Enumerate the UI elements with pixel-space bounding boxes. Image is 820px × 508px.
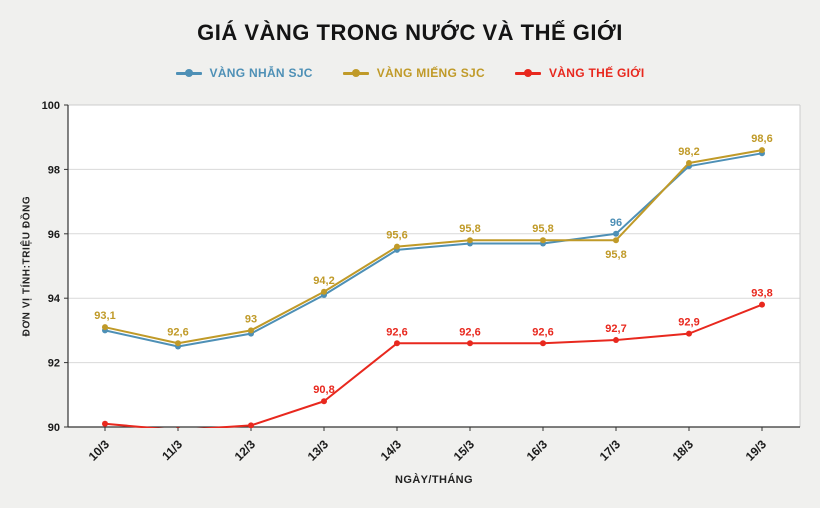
x-tick-label: 17/3 (597, 437, 624, 464)
x-tick-label: 16/3 (524, 437, 551, 464)
dot-marker-icon (351, 69, 360, 77)
point-vang-the-gioi (613, 337, 619, 344)
dot-marker-icon (523, 69, 532, 77)
point-vang-mieng-sjc (540, 237, 546, 244)
point-vang-the-gioi (248, 422, 254, 428)
point-vang-mieng-sjc (248, 327, 254, 334)
y-axis-label: ĐƠN VỊ TÍNH:TRIỆU ĐỒNG (21, 195, 33, 337)
point-vang-mieng-sjc (759, 147, 765, 154)
point-vang-the-gioi (759, 301, 765, 308)
series-line-vang-the-gioi (104, 303, 763, 428)
x-tick-label: 14/3 (378, 437, 405, 464)
data-label-vang-mieng-sjc: 98,2 (678, 146, 699, 158)
point-vang-the-gioi (467, 340, 473, 347)
point-vang-nhan-sjc (613, 230, 619, 237)
point-vang-the-gioi (321, 398, 327, 405)
x-tick-label: 12/3 (232, 437, 259, 464)
x-tick-label: 11/3 (159, 437, 185, 463)
chart-legend: VÀNG NHẪN SJC VÀNG MIẾNG SJC VÀNG THẾ GI… (0, 66, 820, 80)
legend-item-vang-mieng-sjc: VÀNG MIẾNG SJC (342, 66, 485, 80)
data-label-vang-nhan-sjc: 96 (610, 217, 622, 229)
point-vang-the-gioi (686, 330, 692, 337)
point-vang-mieng-sjc (321, 288, 327, 295)
y-tick-label: 100 (42, 100, 60, 112)
point-vang-the-gioi (175, 427, 181, 428)
legend-label-vang-mieng-sjc: VÀNG MIẾNG SJC (376, 66, 485, 80)
data-label-vang-the-gioi: 92,6 (459, 326, 480, 338)
series-line-vang-nhan-sjc (104, 152, 763, 348)
legend-label-vang-nhan-sjc: VÀNG NHẪN SJC (209, 66, 313, 80)
data-label-vang-mieng-sjc: 92,6 (167, 326, 188, 338)
point-vang-mieng-sjc (686, 159, 692, 166)
dot-marker-icon (184, 69, 193, 77)
plot-background (68, 105, 800, 427)
legend-item-vang-the-gioi: VÀNG THẾ GIỚI (514, 66, 645, 80)
data-label-vang-the-gioi: 90,8 (313, 384, 334, 396)
series-line-vang-mieng-sjc (104, 149, 763, 345)
x-tick-label: 10/3 (86, 437, 113, 464)
data-label-vang-mieng-sjc: 98,6 (751, 133, 772, 145)
data-label-vang-the-gioi: 92,6 (532, 326, 553, 338)
legend-label-vang-the-gioi: VÀNG THẾ GIỚI (548, 66, 645, 80)
y-tick-label: 98 (48, 164, 60, 176)
data-label-vang-mieng-sjc: 93,1 (94, 310, 115, 322)
chart-title: GIÁ VÀNG TRONG NƯỚC VÀ THẾ GIỚI (197, 20, 623, 45)
x-tick-label: 18/3 (670, 437, 697, 464)
point-vang-mieng-sjc (613, 237, 619, 244)
point-vang-the-gioi (102, 420, 108, 427)
point-vang-mieng-sjc (394, 243, 400, 250)
point-vang-the-gioi (394, 340, 400, 347)
point-vang-the-gioi (540, 340, 546, 347)
y-tick-label: 94 (48, 293, 61, 305)
y-tick-label: 92 (48, 358, 60, 370)
line-marker-icon (175, 69, 202, 77)
y-tick-label: 96 (48, 229, 60, 241)
data-label-vang-mieng-sjc: 95,8 (605, 249, 626, 261)
data-label-vang-mieng-sjc: 94,2 (313, 275, 334, 287)
point-vang-mieng-sjc (175, 340, 181, 347)
data-label-vang-the-gioi: 92,6 (386, 326, 407, 338)
x-axis-label: NGÀY/THÁNG (395, 474, 473, 486)
data-label-vang-mieng-sjc: 93 (245, 313, 257, 325)
y-tick-label: 90 (48, 422, 60, 434)
x-tick-label: 15/3 (451, 437, 478, 464)
line-marker-icon (342, 69, 369, 77)
point-vang-mieng-sjc (467, 237, 473, 244)
data-label-vang-the-gioi: 93,8 (751, 288, 772, 300)
data-label-vang-the-gioi: 92,9 (678, 317, 699, 329)
data-label-vang-mieng-sjc: 95,8 (532, 223, 553, 235)
data-label-vang-mieng-sjc: 95,6 (386, 230, 407, 242)
legend-item-vang-nhan-sjc: VÀNG NHẪN SJC (175, 66, 313, 80)
x-tick-label: 19/3 (743, 437, 770, 464)
point-vang-mieng-sjc (102, 324, 108, 331)
data-label-vang-mieng-sjc: 95,8 (459, 223, 480, 235)
data-label-vang-the-gioi: 92,7 (605, 323, 626, 335)
x-tick-label: 13/3 (305, 437, 332, 464)
line-marker-icon (514, 69, 541, 77)
